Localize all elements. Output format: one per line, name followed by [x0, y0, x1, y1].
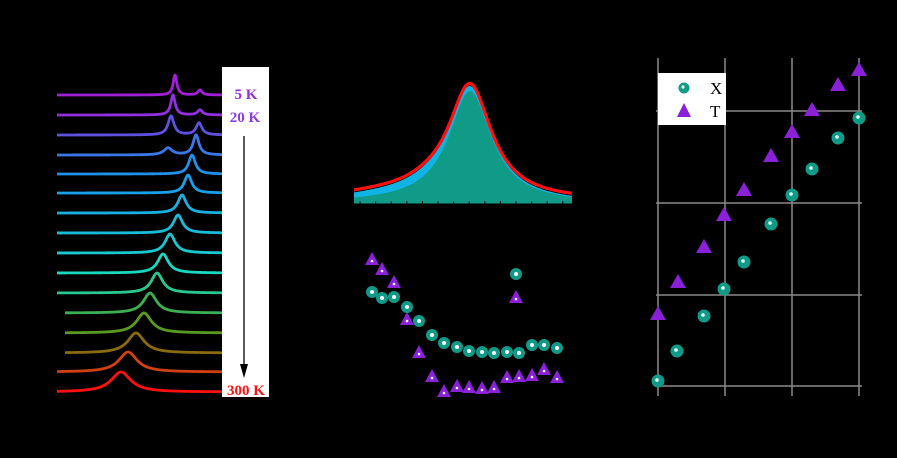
label-5k: 5 K [235, 87, 258, 103]
spectrum-trace [56, 252, 223, 275]
triangle-marker-icon [804, 102, 820, 116]
spectrum-trace [64, 311, 223, 335]
temperature-spectra-traces [56, 73, 223, 394]
temperature-arrow [240, 136, 248, 378]
triangle-marker-icon [425, 369, 439, 382]
data-curve [353, 81, 573, 195]
spectrum-trace [56, 93, 223, 117]
triangle-marker-icon [375, 262, 389, 275]
spectrum-trace [56, 114, 223, 137]
spectrum-trace [56, 173, 223, 195]
triangle-marker-icon [400, 312, 414, 325]
legend-triangle-marker-icon [677, 103, 691, 117]
triangle-marker-icon [509, 290, 523, 303]
triangle-marker-icon [487, 380, 501, 393]
legend-label-t: T [710, 102, 721, 121]
label-20k: 20 K [230, 110, 261, 126]
triangle-marker-icon [736, 182, 752, 196]
legend: X T [658, 73, 726, 125]
triangle-marker-icon [696, 239, 712, 253]
triangle-marker-icon [475, 381, 489, 394]
scatter-points [650, 62, 867, 388]
triangle-marker-icon [365, 252, 379, 265]
triangle-marker-icon [784, 124, 800, 138]
triangle-marker-icon [387, 275, 401, 288]
triangle-marker-icon [512, 369, 526, 382]
spectrum-trace [56, 133, 223, 157]
triangle-marker-icon [437, 384, 451, 397]
triangle-marker-icon [450, 379, 464, 392]
x-axis-ticks [354, 201, 572, 205]
left-spectra-panel: 5 K 20 K 300 K [56, 67, 269, 399]
spectrum-trace [56, 350, 223, 374]
spectrum-trace [56, 232, 223, 255]
legend-box [658, 73, 726, 125]
triangle-marker-icon [716, 207, 732, 221]
triangle-marker-icon [670, 274, 686, 288]
legend-circle-marker-icon [678, 82, 690, 94]
triangle-marker-icon [650, 306, 666, 320]
temperature-label-box [222, 67, 269, 397]
spectrum-trace [56, 73, 223, 97]
spectrum-trace [56, 271, 223, 295]
triangle-marker-icon [763, 148, 779, 162]
temperature-scatter-panel [365, 252, 564, 397]
spectrum-trace [56, 153, 223, 176]
spectrum-trace [64, 291, 223, 315]
label-300k: 300 K [227, 383, 265, 399]
triangle-marker-icon [462, 380, 476, 393]
grid-scatter-panel: X T [650, 58, 867, 396]
spectrum-trace [56, 213, 223, 235]
triangle-marker-icon [525, 368, 539, 381]
triangle-marker-icon [851, 62, 867, 76]
triangle-marker-icon [537, 362, 551, 375]
triangle-marker-icon [412, 345, 426, 358]
spectrum-trace [56, 193, 223, 215]
spectrum-trace [56, 370, 223, 394]
fit-decomposition-panel [353, 81, 573, 205]
triangle-marker-icon [550, 370, 564, 383]
legend-label-x: X [710, 79, 722, 98]
main-component-area [354, 91, 572, 204]
spectrum-trace [64, 331, 223, 355]
triangle-marker-icon [830, 77, 846, 91]
scatter-points [365, 252, 564, 397]
triangle-marker-icon [500, 370, 514, 383]
